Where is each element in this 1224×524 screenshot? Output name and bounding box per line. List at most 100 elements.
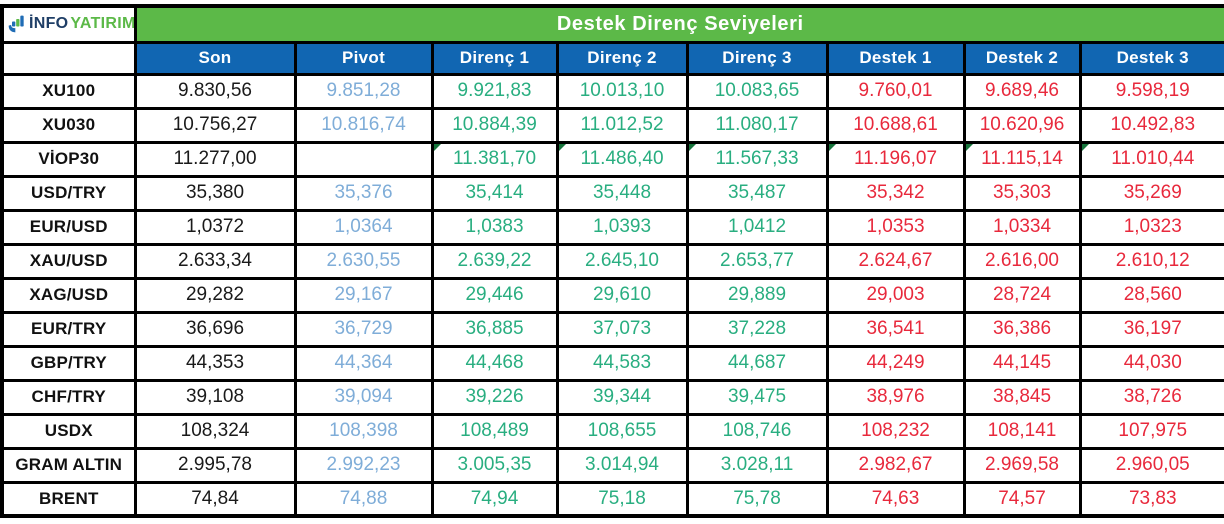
- value-cell: 73,83: [1078, 480, 1224, 518]
- value-cell: 35,487: [685, 174, 829, 212]
- value-cell: 36,696: [133, 310, 297, 348]
- value-cell: 35,376: [293, 174, 434, 212]
- value-cell: 9.760,01: [825, 72, 966, 110]
- corner-blank-cell: [0, 40, 137, 76]
- value-cell: 2.633,34: [133, 242, 297, 280]
- value-cell: 2.969,58: [962, 446, 1082, 484]
- value-cell: 11.196,07: [825, 140, 966, 178]
- row-header: USDX: [0, 412, 137, 450]
- brand-name-secondary: YATIRIM: [70, 15, 135, 33]
- value-cell: 44,468: [430, 344, 559, 382]
- value-cell: 44,364: [293, 344, 434, 382]
- value-cell: 108,141: [962, 412, 1082, 450]
- table-row: XAU/USD 2.633,34 2.630,55 2.639,22 2.645,10 2…: [0, 242, 1224, 280]
- value-cell: 35,269: [1078, 174, 1224, 212]
- value-cell: 2.645,10: [555, 242, 689, 280]
- row-header: CHF/TRY: [0, 378, 137, 416]
- row-header: XU100: [0, 72, 137, 110]
- column-header-2: Pivot: [293, 40, 434, 76]
- value-cell: 1,0364: [293, 208, 434, 246]
- value-cell: [293, 140, 434, 178]
- value-cell: 108,398: [293, 412, 434, 450]
- value-cell: 39,226: [430, 378, 559, 416]
- value-cell: 9.689,46: [962, 72, 1082, 110]
- value-cell: 1,0393: [555, 208, 689, 246]
- value-cell: 10.756,27: [133, 106, 297, 144]
- column-header-5: Direnç 3: [685, 40, 829, 76]
- table-row: VİOP30 11.277,00 11.381,70 11.486,40 11.567,…: [0, 140, 1224, 178]
- value-cell: 10.620,96: [962, 106, 1082, 144]
- row-header: XU030: [0, 106, 137, 144]
- value-cell: 35,414: [430, 174, 559, 212]
- value-cell: 1,0383: [430, 208, 559, 246]
- value-cell: 3.028,11: [685, 446, 829, 484]
- value-cell: 28,560: [1078, 276, 1224, 314]
- value-cell: 74,88: [293, 480, 434, 518]
- value-cell: 38,726: [1078, 378, 1224, 416]
- value-cell: 35,342: [825, 174, 966, 212]
- value-cell: 28,724: [962, 276, 1082, 314]
- table-row: USD/TRY 35,380 35,376 35,414 35,448 35,487 35,…: [0, 174, 1224, 212]
- value-cell: 10.083,65: [685, 72, 829, 110]
- table-row: XU030 10.756,27 10.816,74 10.884,39 11.012,5…: [0, 106, 1224, 144]
- table-row: BRENT 74,84 74,88 74,94 75,18 75,78 74,63 74,57…: [0, 480, 1224, 518]
- column-header-8: Destek 3: [1078, 40, 1224, 76]
- value-cell: 38,845: [962, 378, 1082, 416]
- value-cell: 44,030: [1078, 344, 1224, 382]
- value-cell: 2.639,22: [430, 242, 559, 280]
- value-cell: 2.995,78: [133, 446, 297, 484]
- table-row: XU100 9.830,56 9.851,28 9.921,83 10.013,10 10…: [0, 72, 1224, 110]
- value-cell: 2.616,00: [962, 242, 1082, 280]
- value-cell: 36,197: [1078, 310, 1224, 348]
- value-cell: 2.610,12: [1078, 242, 1224, 280]
- table-row: XAG/USD 29,282 29,167 29,446 29,610 29,889 29,…: [0, 276, 1224, 314]
- value-cell: 74,57: [962, 480, 1082, 518]
- value-cell: 11.080,17: [685, 106, 829, 144]
- value-cell: 75,18: [555, 480, 689, 518]
- value-cell: 36,729: [293, 310, 434, 348]
- row-header: XAG/USD: [0, 276, 137, 314]
- value-cell: 29,282: [133, 276, 297, 314]
- table-row: GRAM ALTIN 2.995,78 2.992,23 3.005,35 3.014,…: [0, 446, 1224, 484]
- value-cell: 9.921,83: [430, 72, 559, 110]
- value-cell: 108,232: [825, 412, 966, 450]
- value-cell: 11.115,14: [962, 140, 1082, 178]
- value-cell: 75,78: [685, 480, 829, 518]
- column-header-3: Direnç 1: [430, 40, 559, 76]
- value-cell: 35,380: [133, 174, 297, 212]
- row-header: VİOP30: [0, 140, 137, 178]
- column-header-6: Destek 1: [825, 40, 966, 76]
- value-cell: 35,303: [962, 174, 1082, 212]
- value-cell: 1,0334: [962, 208, 1082, 246]
- value-cell: 29,610: [555, 276, 689, 314]
- value-cell: 44,687: [685, 344, 829, 382]
- value-cell: 11.277,00: [133, 140, 297, 178]
- row-header: GBP/TRY: [0, 344, 137, 382]
- value-cell: 36,885: [430, 310, 559, 348]
- table-row: CHF/TRY 39,108 39,094 39,226 39,344 39,475 38,…: [0, 378, 1224, 416]
- value-cell: 3.014,94: [555, 446, 689, 484]
- value-cell: 44,145: [962, 344, 1082, 382]
- value-cell: 39,108: [133, 378, 297, 416]
- table-body: XU100 9.830,56 9.851,28 9.921,83 10.013,10 10…: [0, 72, 1224, 518]
- value-cell: 2.624,67: [825, 242, 966, 280]
- value-cell: 36,386: [962, 310, 1082, 348]
- value-cell: 11.012,52: [555, 106, 689, 144]
- value-cell: 29,167: [293, 276, 434, 314]
- value-cell: 108,655: [555, 412, 689, 450]
- value-cell: 39,094: [293, 378, 434, 416]
- support-resistance-table: İNFO YATIRIM Destek Direnç Seviyeleri Son…: [0, 4, 1224, 518]
- column-header-7: Destek 2: [962, 40, 1082, 76]
- value-cell: 44,249: [825, 344, 966, 382]
- table-title: Destek Direnç Seviyeleri: [133, 4, 1224, 44]
- table-row: EUR/USD 1,0372 1,0364 1,0383 1,0393 1,0412 1,0…: [0, 208, 1224, 246]
- brand-logo-cell: İNFO YATIRIM: [0, 4, 137, 44]
- value-cell: 11.010,44: [1078, 140, 1224, 178]
- title-row: İNFO YATIRIM Destek Direnç Seviyeleri: [0, 4, 1224, 44]
- value-cell: 1,0353: [825, 208, 966, 246]
- value-cell: 35,448: [555, 174, 689, 212]
- brand-logo: İNFO YATIRIM: [5, 14, 135, 34]
- row-header: XAU/USD: [0, 242, 137, 280]
- value-cell: 9.598,19: [1078, 72, 1224, 110]
